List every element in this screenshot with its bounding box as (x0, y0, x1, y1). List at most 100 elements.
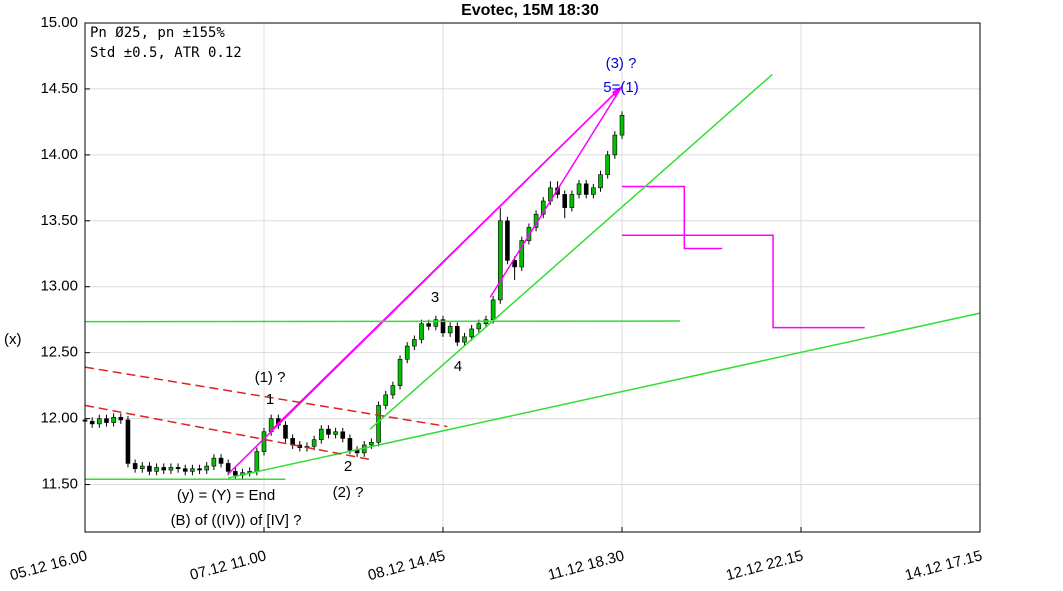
x-tick-label: 07.12 11.00 (188, 547, 268, 584)
candle-body (598, 174, 603, 189)
x-tick-label: 12.12 22.15 (724, 547, 805, 584)
wave-label: (1) ? (255, 369, 286, 386)
candle-body (455, 325, 460, 343)
candle-body (311, 439, 317, 447)
candle-body (619, 115, 625, 136)
plot-frame (84, 22, 981, 533)
candle-body (440, 319, 446, 334)
candle-body (290, 438, 295, 446)
y-axis-label: (x) (4, 331, 22, 348)
y-tick-label: 11.50 (42, 475, 78, 492)
candle-body (333, 431, 338, 435)
info-text: Pn Ø25, pn ±155% (90, 25, 225, 41)
candle-body (512, 260, 517, 268)
candle-body (583, 183, 589, 195)
y-tick-label: 12.00 (40, 410, 78, 427)
candle-body (469, 328, 474, 338)
trend-line (489, 85, 623, 298)
candle-body (132, 463, 138, 470)
candle-body (505, 220, 510, 261)
candle-body (190, 468, 195, 472)
candle-body (104, 418, 109, 423)
wave-label: 1 (266, 391, 274, 408)
candle-body (404, 345, 410, 360)
candle-body (125, 419, 131, 464)
candle-body (576, 183, 582, 195)
trend-line (622, 185, 723, 250)
wave-label: 5=(1) (603, 79, 638, 96)
wave-label: 4 (454, 358, 462, 375)
candle-body (154, 467, 159, 472)
trend-line (269, 85, 623, 433)
candle-body (419, 323, 424, 340)
candle-body (397, 358, 403, 386)
candle-body (225, 463, 231, 472)
candle-body (175, 467, 181, 470)
candle-body (218, 457, 224, 464)
trend-line (84, 366, 448, 428)
x-tick-label: 11.12 18.30 (546, 547, 626, 584)
candle-body (89, 420, 95, 425)
x-tick-label: 14.12 17.15 (903, 547, 984, 584)
y-tick-label: 14.50 (40, 80, 78, 97)
trend-line (369, 73, 773, 430)
candle-body (147, 465, 152, 472)
wave-label: 3 (431, 289, 439, 306)
candle-body (476, 323, 482, 330)
candle-body (519, 240, 525, 268)
candle-body (347, 438, 353, 451)
candle-body (447, 325, 453, 334)
candle-body (97, 418, 102, 425)
plot (82, 73, 981, 481)
x-tick-label: 05.12 16.00 (8, 547, 89, 584)
wave-label: (B) of ((IV)) of [IV] ? (171, 512, 302, 529)
candle-body (283, 424, 288, 439)
candle-body (555, 187, 560, 195)
trend-line (84, 320, 680, 323)
y-tick-label: 13.00 (40, 278, 78, 295)
wave-label: (y) = (Y) = End (177, 487, 275, 504)
candle-body (497, 220, 503, 301)
x-tick-label: 08.12 14.45 (366, 547, 447, 584)
candle-body (412, 339, 417, 347)
wave-label: 2 (344, 458, 352, 475)
chart-title: Evotec, 15M 18:30 (461, 2, 599, 19)
y-tick-label: 15.00 (40, 14, 78, 31)
candle-body (118, 416, 124, 421)
trend-line (228, 312, 981, 479)
trend-line (84, 404, 371, 461)
candle-body (569, 194, 575, 208)
candle-body (340, 431, 346, 439)
candle-body (261, 431, 267, 452)
y-tick-label: 12.50 (40, 344, 78, 361)
candle-body (254, 451, 260, 472)
candle-body (111, 416, 116, 423)
candle-body (211, 457, 217, 467)
candle-body (605, 154, 610, 175)
candle-body (376, 405, 381, 443)
trend-line (622, 234, 865, 329)
candle-body (233, 471, 238, 476)
candle-body (490, 299, 496, 320)
candle-body (426, 323, 431, 327)
candle-body (433, 319, 439, 327)
candle-body (591, 187, 596, 195)
candle-body (462, 336, 467, 343)
grid (84, 22, 981, 532)
candle-body (161, 467, 167, 471)
candle-body (326, 428, 331, 435)
candle-body (383, 394, 389, 406)
candle-body (612, 134, 618, 156)
candle-body (182, 468, 188, 472)
info-text: Std ±0.5, ATR 0.12 (90, 45, 242, 61)
y-tick-label: 13.50 (40, 212, 78, 229)
candle-body (318, 428, 324, 440)
candle-body (204, 465, 210, 471)
candle-body (168, 467, 174, 471)
candle-body (197, 468, 202, 471)
wave-label: (3) ? (606, 55, 637, 72)
y-tick-label: 14.00 (40, 146, 78, 163)
wave-label: (2) ? (333, 484, 364, 501)
candle-body (562, 194, 568, 208)
